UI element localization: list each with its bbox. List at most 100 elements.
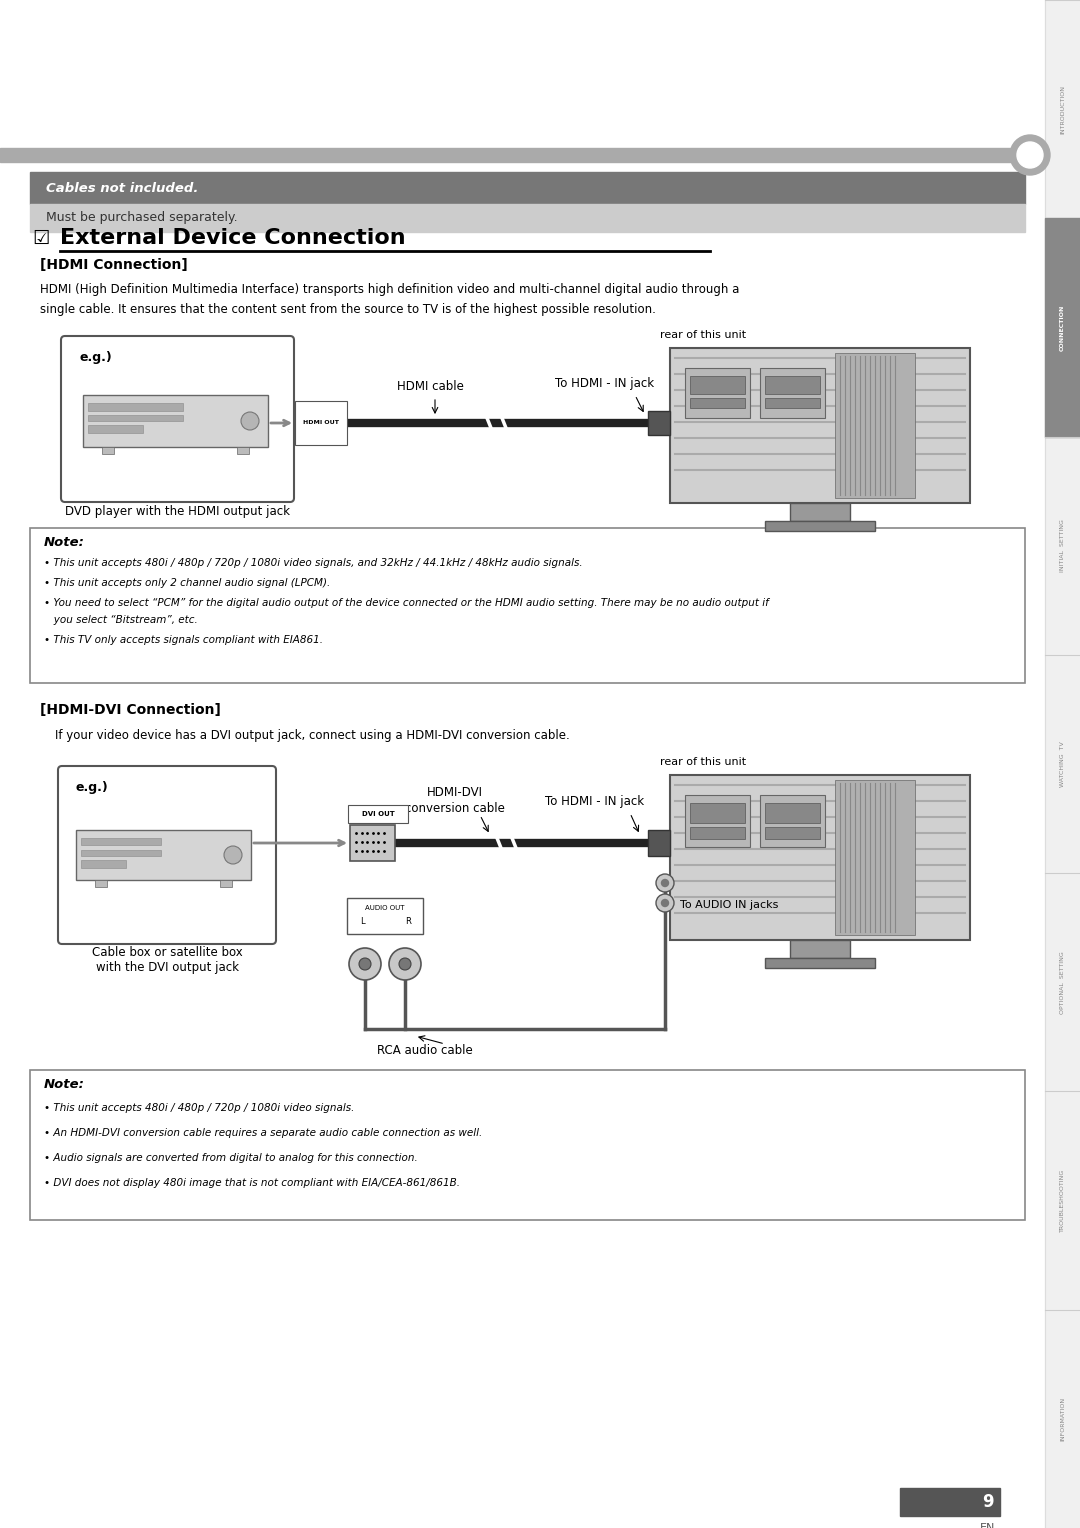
Text: you select “Bitstream”, etc.: you select “Bitstream”, etc. — [44, 614, 198, 625]
Bar — [30, 205, 1025, 232]
Bar — [87, 425, 143, 432]
Bar — [220, 880, 232, 886]
Bar — [310, 406, 345, 439]
FancyBboxPatch shape — [60, 336, 294, 503]
Text: HDMI cable: HDMI cable — [396, 380, 463, 394]
Bar — [670, 775, 970, 940]
Bar — [81, 850, 161, 856]
Text: If your video device has a DVI output jack, connect using a HDMI-DVI conversion : If your video device has a DVI output ja… — [55, 729, 570, 743]
Bar — [95, 880, 107, 886]
Text: [HDMI-DVI Connection]: [HDMI-DVI Connection] — [40, 703, 221, 717]
Text: INTRODUCTION: INTRODUCTION — [1059, 84, 1065, 133]
Text: RCA audio cable: RCA audio cable — [377, 1045, 473, 1057]
Bar — [30, 173, 1025, 205]
Bar — [81, 837, 161, 845]
Bar — [76, 830, 251, 880]
Text: single cable. It ensures that the content sent from the source to TV is of the h: single cable. It ensures that the conten… — [40, 304, 656, 316]
Text: AUDIO OUT: AUDIO OUT — [365, 905, 405, 911]
Bar — [237, 448, 249, 454]
Bar — [81, 860, 126, 868]
Text: conversion cable: conversion cable — [405, 802, 505, 816]
Bar — [690, 376, 745, 394]
Bar — [690, 397, 745, 408]
Circle shape — [661, 880, 669, 886]
Text: with the DVI output jack: with the DVI output jack — [95, 961, 239, 973]
Text: Must be purchased separately.: Must be purchased separately. — [46, 211, 238, 225]
Text: • This unit accepts 480i / 480p / 720p / 1080i video signals, and 32kHz / 44.1kH: • This unit accepts 480i / 480p / 720p /… — [44, 558, 582, 568]
Text: • This unit accepts 480i / 480p / 720p / 1080i video signals.: • This unit accepts 480i / 480p / 720p /… — [44, 1103, 354, 1112]
Bar — [30, 1070, 1025, 1219]
Text: EN: EN — [981, 1523, 996, 1528]
Text: e.g.): e.g.) — [76, 781, 109, 795]
Bar — [30, 529, 1025, 683]
Text: • An HDMI-DVI conversion cable requires a separate audio cable connection as wel: • An HDMI-DVI conversion cable requires … — [44, 1128, 483, 1138]
Text: TROUBLESHOOTING: TROUBLESHOOTING — [1059, 1169, 1065, 1232]
Bar — [760, 368, 825, 419]
Bar — [765, 958, 875, 969]
Text: rear of this unit: rear of this unit — [660, 330, 746, 341]
Bar — [765, 827, 820, 839]
Circle shape — [656, 874, 674, 892]
Bar — [350, 825, 395, 860]
Text: Note:: Note: — [44, 1077, 85, 1091]
Bar — [685, 795, 750, 847]
Bar — [1045, 0, 1080, 1528]
Bar — [685, 368, 750, 419]
Text: L: L — [360, 917, 364, 926]
Circle shape — [1010, 134, 1050, 176]
Text: DVI OUT: DVI OUT — [362, 811, 394, 817]
Bar — [83, 396, 268, 448]
Bar — [765, 397, 820, 408]
Text: DVD player with the HDMI output jack: DVD player with the HDMI output jack — [65, 506, 291, 518]
Text: To HDMI - IN jack: To HDMI - IN jack — [555, 376, 654, 390]
Text: • This unit accepts only 2 channel audio signal (LPCM).: • This unit accepts only 2 channel audio… — [44, 578, 330, 588]
Text: e.g.): e.g.) — [79, 351, 111, 365]
Bar — [347, 898, 423, 934]
Text: Cables not included.: Cables not included. — [46, 182, 199, 194]
Text: rear of this unit: rear of this unit — [660, 756, 746, 767]
Text: HDMI-DVI: HDMI-DVI — [427, 787, 483, 799]
Bar — [765, 376, 820, 394]
Bar — [87, 403, 183, 411]
Text: R: R — [405, 917, 410, 926]
Bar — [765, 804, 820, 824]
Text: WATCHING  TV: WATCHING TV — [1059, 741, 1065, 787]
Circle shape — [661, 900, 669, 906]
Circle shape — [389, 947, 421, 979]
Text: External Device Connection: External Device Connection — [60, 228, 406, 248]
Bar — [348, 805, 408, 824]
Text: HDMI OUT: HDMI OUT — [303, 420, 339, 425]
Bar — [1045, 219, 1080, 437]
Text: CONNECTION: CONNECTION — [1059, 304, 1065, 350]
Bar — [900, 1488, 1000, 1516]
Bar — [295, 400, 347, 445]
Bar — [648, 830, 670, 856]
Text: OPTIONAL  SETTING: OPTIONAL SETTING — [1059, 950, 1065, 1013]
Text: • Audio signals are converted from digital to analog for this connection.: • Audio signals are converted from digit… — [44, 1154, 418, 1163]
Text: [HDMI Connection]: [HDMI Connection] — [40, 258, 188, 272]
Text: HDMI (High Definition Multimedia Interface) transports high definition video and: HDMI (High Definition Multimedia Interfa… — [40, 284, 740, 296]
Bar — [789, 940, 850, 958]
Bar — [0, 148, 1045, 162]
Bar — [648, 411, 670, 435]
Text: To HDMI - IN jack: To HDMI - IN jack — [545, 795, 645, 807]
Text: 9: 9 — [982, 1493, 994, 1511]
Bar — [690, 827, 745, 839]
Bar — [102, 448, 114, 454]
Text: Note:: Note: — [44, 535, 85, 549]
Bar — [690, 804, 745, 824]
Text: • You need to select “PCM” for the digital audio output of the device connected : • You need to select “PCM” for the digit… — [44, 597, 769, 608]
Bar — [835, 353, 915, 498]
Bar — [670, 348, 970, 503]
Circle shape — [349, 947, 381, 979]
Bar — [765, 521, 875, 532]
Text: • DVI does not display 480i image that is not compliant with EIA/CEA-861/861B.: • DVI does not display 480i image that i… — [44, 1178, 460, 1187]
Text: ☑: ☑ — [32, 229, 50, 248]
Bar — [760, 795, 825, 847]
Text: INITIAL  SETTING: INITIAL SETTING — [1059, 520, 1065, 571]
Text: To AUDIO IN jacks: To AUDIO IN jacks — [680, 900, 779, 911]
Bar — [835, 779, 915, 935]
Circle shape — [656, 894, 674, 912]
Circle shape — [224, 847, 242, 863]
Text: • This TV only accepts signals compliant with EIA861.: • This TV only accepts signals compliant… — [44, 636, 323, 645]
